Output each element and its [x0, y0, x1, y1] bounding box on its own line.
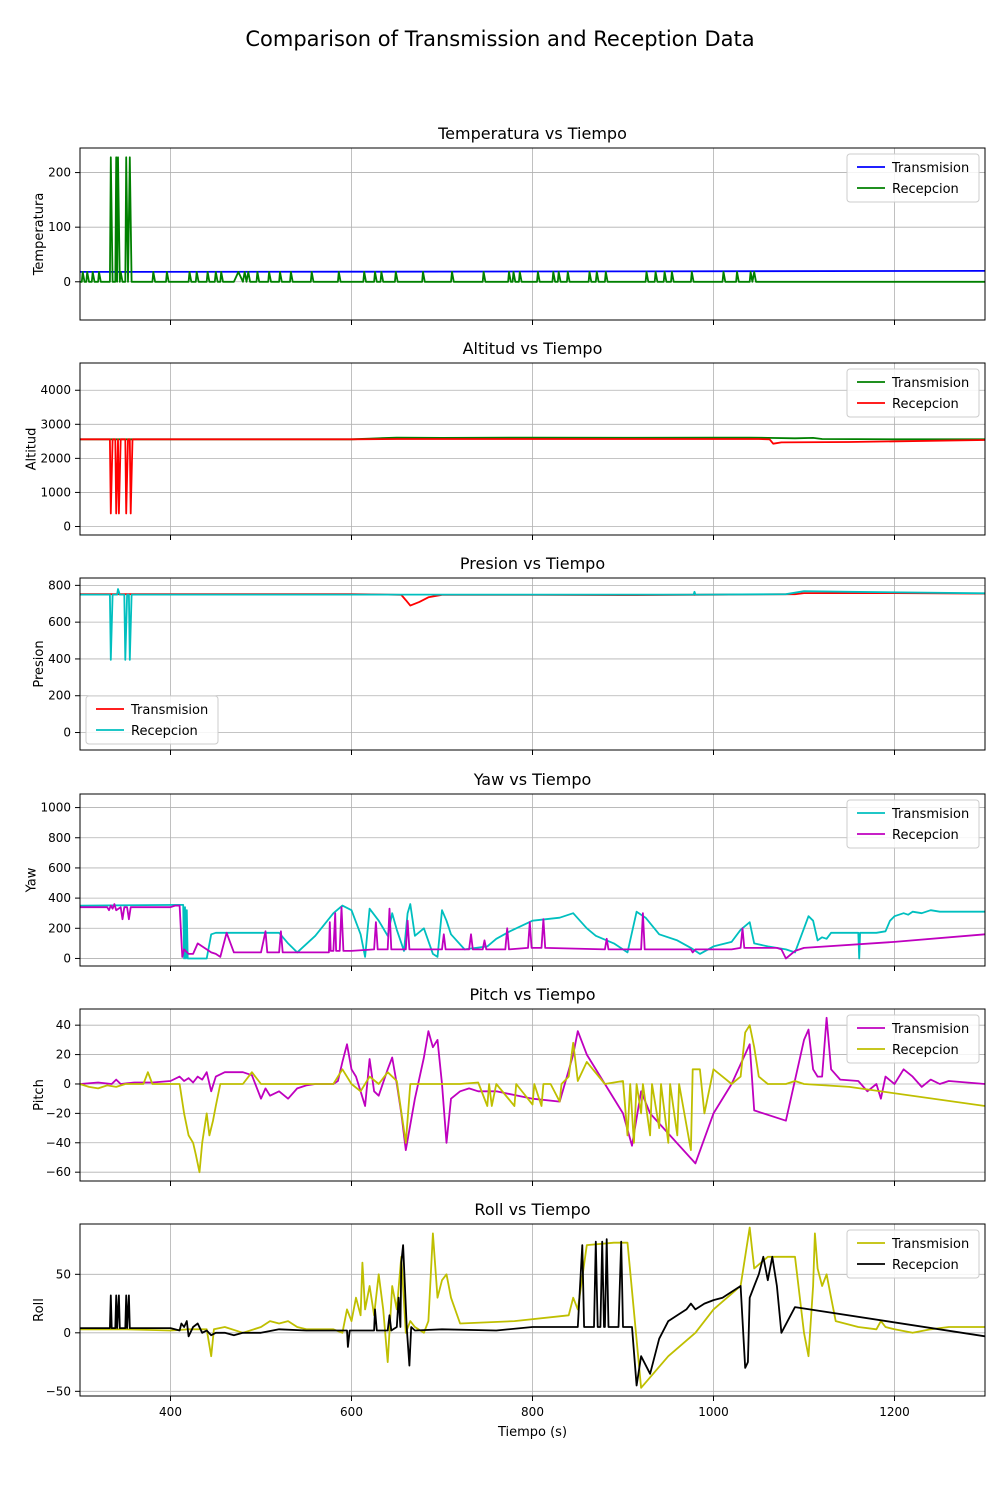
legend: Transmision Recepcion	[846, 1014, 980, 1064]
y-tick-label: 200	[48, 166, 71, 180]
series-group	[80, 903, 985, 960]
subplot-2: 0 1000 2000 3000 4000 Altitud vs Tiempo Altitu…	[25, 339, 986, 540]
series-line-recepcion	[80, 438, 985, 515]
y-tick-label: 600	[48, 861, 71, 875]
legend: Transmision Recepcion	[846, 153, 980, 203]
y-tick-label: 0	[63, 726, 71, 740]
legend-label: Recepcion	[892, 1043, 959, 1058]
legend-label: Transmision	[891, 161, 969, 176]
subplot-title: Roll vs Tiempo	[474, 1200, 590, 1219]
legend: Transmision Recepcion	[846, 1229, 980, 1279]
y-tick-label: 0	[63, 1077, 71, 1091]
series-line-recepcion	[80, 588, 985, 661]
x-tick-label: 600	[340, 1405, 363, 1419]
legend-box	[846, 368, 980, 418]
series-group	[80, 156, 985, 283]
series-line-recepcion	[80, 156, 985, 283]
legend-label: Transmision	[891, 1022, 969, 1037]
y-axis-label: Presion	[32, 640, 47, 687]
y-tick-label: −60	[46, 1165, 71, 1179]
y-tick-label: 1000	[40, 801, 71, 815]
y-tick-label: 800	[48, 578, 71, 592]
legend-box	[85, 695, 219, 745]
y-tick-label: 1000	[40, 485, 71, 499]
series-line-transmision	[80, 1226, 985, 1389]
series-line-recepcion	[80, 1238, 985, 1387]
y-tick-label: 200	[48, 689, 71, 703]
legend-label: Transmision	[891, 376, 969, 391]
legend-label: Recepcion	[892, 828, 959, 843]
subplot-title: Temperatura vs Tiempo	[437, 124, 627, 143]
y-tick-label: −40	[46, 1136, 71, 1150]
legend-label: Recepcion	[892, 1258, 959, 1273]
series-line-recepcion	[80, 1024, 985, 1174]
subplot-3: 0 200 400 600 800 Presion vs Tiempo Presion Tra…	[32, 554, 986, 755]
legend-box	[846, 153, 980, 203]
y-tick-label: 400	[48, 652, 71, 666]
legend-label: Recepcion	[892, 182, 959, 197]
y-tick-label: 3000	[40, 417, 71, 431]
subplot-1: 0 100 200 Temperatura vs Tiempo Temperatura T…	[32, 124, 986, 325]
y-tick-label: 2000	[40, 451, 71, 465]
x-tick-label: 400	[159, 1405, 182, 1419]
figure-title: Comparison of Transmission and Reception…	[245, 27, 754, 51]
y-tick-label: 50	[56, 1267, 71, 1281]
y-tick-label: 0	[63, 951, 71, 965]
y-tick-label: 4000	[40, 383, 71, 397]
series-group	[80, 1226, 985, 1389]
y-axis-label: Altitud	[25, 428, 40, 471]
y-tick-label: 0	[63, 519, 71, 533]
legend-box	[846, 1229, 980, 1279]
y-tick-label: 100	[48, 220, 71, 234]
subplot-title: Altitud vs Tiempo	[463, 339, 603, 358]
x-tick-label: 1000	[698, 1405, 729, 1419]
y-tick-label: −20	[46, 1106, 71, 1120]
subplot-title: Pitch vs Tiempo	[469, 985, 595, 1004]
y-tick-label: 800	[48, 831, 71, 845]
subplot-4: 0 200 400 600 800 1000 Yaw vs Tiempo Yaw Transmi…	[25, 770, 986, 971]
legend-box	[846, 799, 980, 849]
series-group	[80, 588, 985, 661]
series-group	[80, 1016, 985, 1174]
x-tick-label: 1200	[879, 1405, 910, 1419]
legend-label: Recepcion	[892, 397, 959, 412]
legend-label: Recepcion	[131, 724, 198, 739]
y-axis-label: Pitch	[32, 1079, 47, 1111]
y-tick-label: 200	[48, 921, 71, 935]
legend-label: Transmision	[891, 1237, 969, 1252]
subplot-title: Presion vs Tiempo	[460, 554, 605, 573]
legend-label: Transmision	[891, 807, 969, 822]
subplot-title: Yaw vs Tiempo	[473, 770, 592, 789]
subplot-6: 400 600 800 1000 1200 −50 0 50 Roll vs Tiempo Rol…	[32, 1200, 986, 1440]
y-tick-label: 20	[56, 1048, 71, 1062]
x-axis-label: Tiempo (s)	[497, 1425, 567, 1440]
legend-label: Transmision	[130, 703, 208, 718]
y-tick-label: 0	[63, 275, 71, 289]
y-tick-label: −50	[46, 1384, 71, 1398]
series-line-transmision	[80, 903, 985, 960]
y-tick-label: 0	[63, 1326, 71, 1340]
legend: Transmision Recepcion	[846, 368, 980, 418]
series-line-recepcion	[80, 903, 985, 960]
y-axis-label: Roll	[32, 1298, 47, 1322]
legend: Transmision Recepcion	[846, 799, 980, 849]
legend-box	[846, 1014, 980, 1064]
y-axis-label: Yaw	[25, 867, 40, 893]
series-line-transmision	[80, 1016, 985, 1165]
y-tick-label: 400	[48, 891, 71, 905]
subplot-5: −60 −40 −20 0 20 40 Pitch vs Tiempo Pitch Transm…	[32, 985, 986, 1186]
legend: Transmision Recepcion	[85, 695, 219, 745]
y-tick-label: 600	[48, 615, 71, 629]
x-tick-label: 800	[521, 1405, 544, 1419]
y-tick-label: 40	[56, 1018, 71, 1032]
y-axis-label: Temperatura	[32, 193, 47, 277]
series-group	[80, 436, 985, 515]
